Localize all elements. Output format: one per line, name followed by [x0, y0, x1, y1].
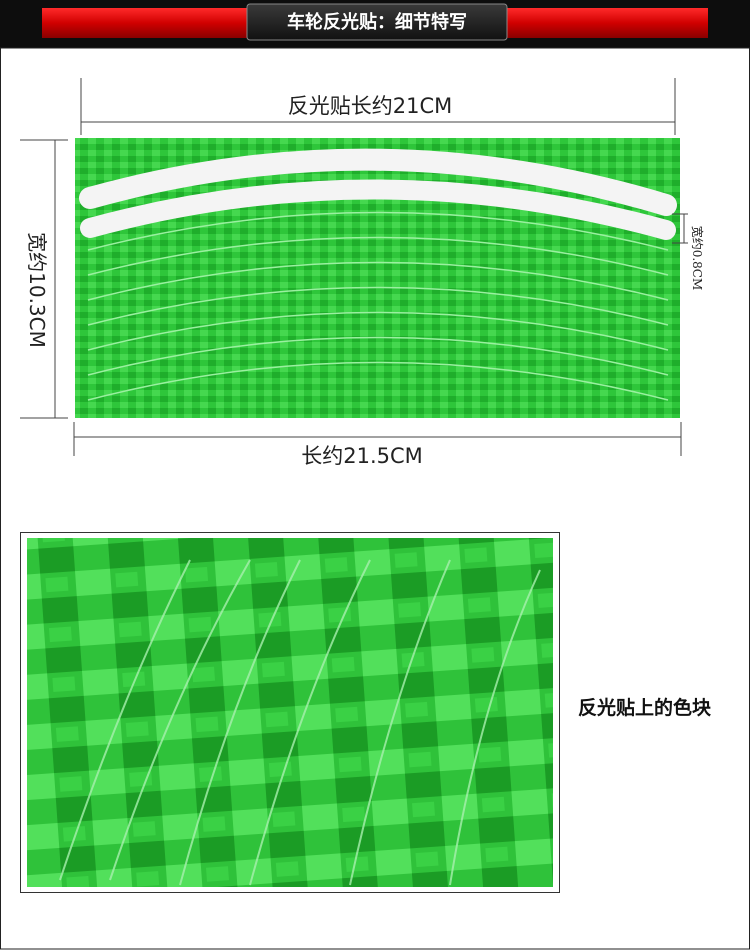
- white-strip: [79, 148, 677, 216]
- closeup-image: [27, 538, 553, 887]
- bottom-length-label: 长约21.5CM: [301, 444, 423, 468]
- strip-width-label: 宽约0.8CM: [690, 226, 705, 291]
- strip-outlines: [87, 211, 669, 401]
- header-title: 车轮反光贴：细节特写: [287, 11, 467, 33]
- white-strip: [80, 179, 676, 240]
- height-label: 宽约10.3CM: [25, 232, 49, 348]
- closeup-lines: [59, 559, 541, 886]
- top-length-label: 反光贴长约21CM: [288, 94, 453, 118]
- header-title-box: [246, 3, 508, 41]
- closeup-caption: 反光贴上的色块: [578, 696, 712, 719]
